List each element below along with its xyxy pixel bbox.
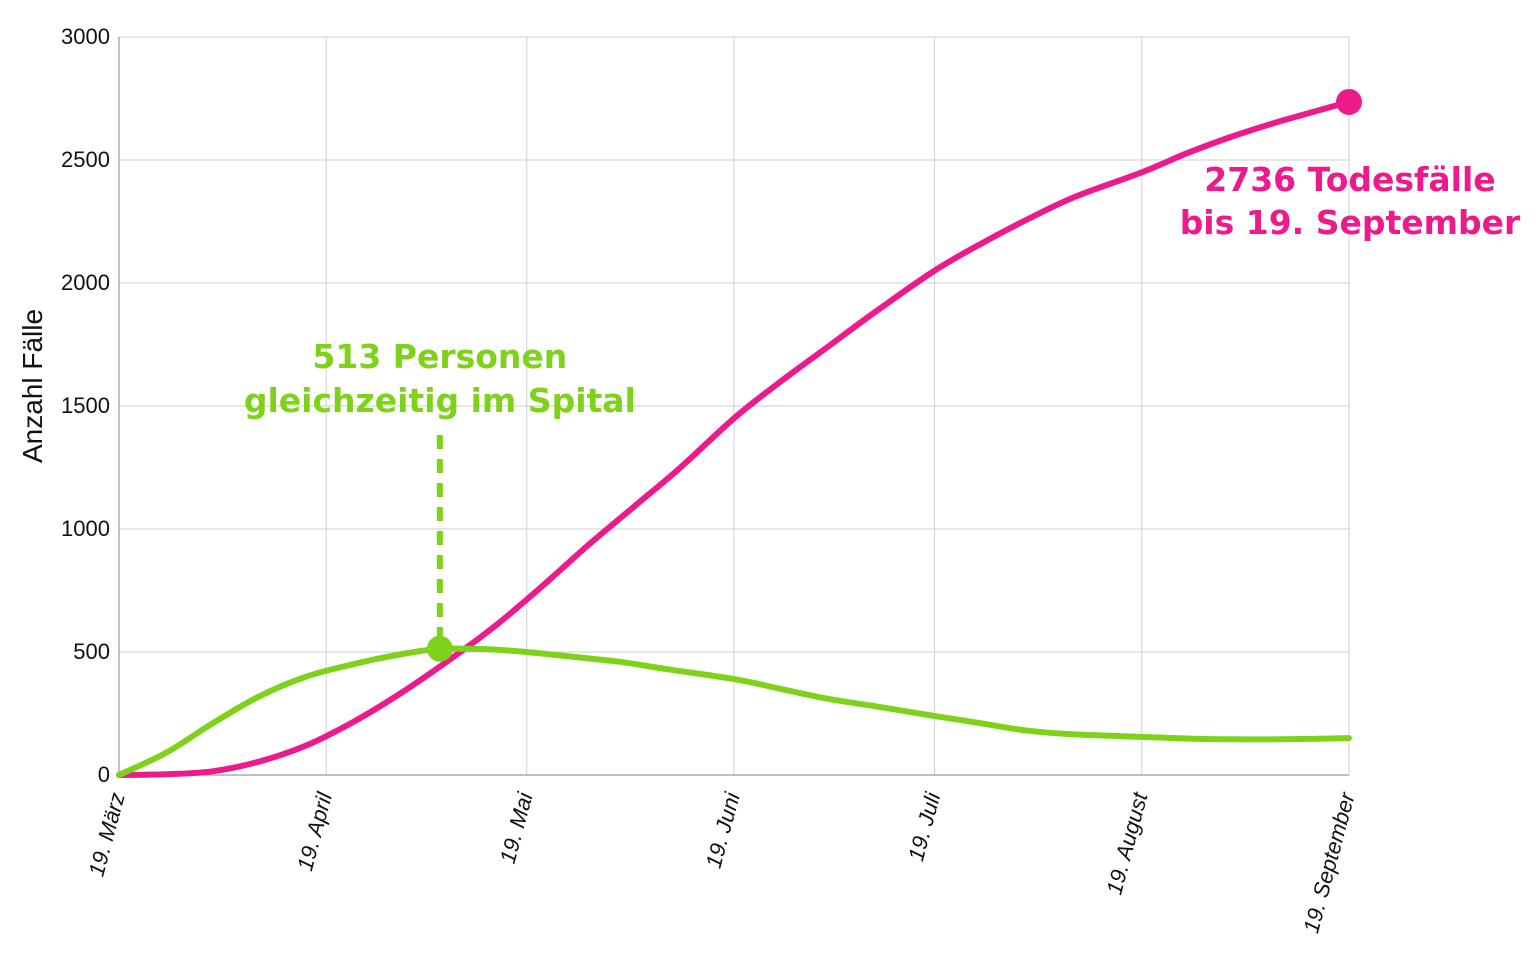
x-tick-label: 19. Juni — [701, 789, 745, 871]
y-tick-label: 3000 — [61, 24, 110, 49]
x-tick-label: 19. März — [84, 790, 130, 879]
series-line-deaths — [116, 98, 1352, 778]
end-marker — [1336, 88, 1362, 115]
peak-annotation-line1: 513 Personen — [312, 337, 567, 376]
x-tick-label: 19. Mai — [495, 789, 538, 866]
y-tick-label: 2000 — [61, 270, 110, 295]
end-annotation-line2: bis 19. September — [1180, 203, 1521, 242]
y-tick-label: 500 — [73, 639, 110, 664]
series-line-hospital — [116, 645, 1352, 778]
series-lines — [116, 98, 1352, 778]
y-axis-ticks: 0 500 1000 1500 2000 2500 3000 — [61, 24, 110, 787]
y-tick-label: 0 — [98, 762, 110, 787]
y-tick-label: 2500 — [61, 147, 110, 172]
end-annotation-line1: 2736 Todesfälle — [1204, 160, 1495, 199]
x-tick-label: 19. September — [1298, 788, 1360, 935]
y-tick-label: 1500 — [61, 393, 110, 418]
grid — [118, 36, 1350, 776]
x-axis-ticks: 19. März 19. April 19. Mai 19. Juni 19. Juli… — [84, 788, 1361, 935]
peak-annotation-line2: gleichzeitig im Spital — [244, 381, 636, 420]
x-tick-label: 19. August — [1101, 789, 1152, 897]
y-axis-label: Anzahl Fälle — [17, 309, 48, 463]
x-tick-label: 19. Juli — [903, 789, 945, 864]
annotations: 513 Personen gleichzeitig im Spital 2736 T… — [244, 88, 1521, 662]
x-tick-label: 19. April — [292, 789, 337, 874]
y-tick-label: 1000 — [61, 516, 110, 541]
peak-marker — [426, 635, 453, 662]
